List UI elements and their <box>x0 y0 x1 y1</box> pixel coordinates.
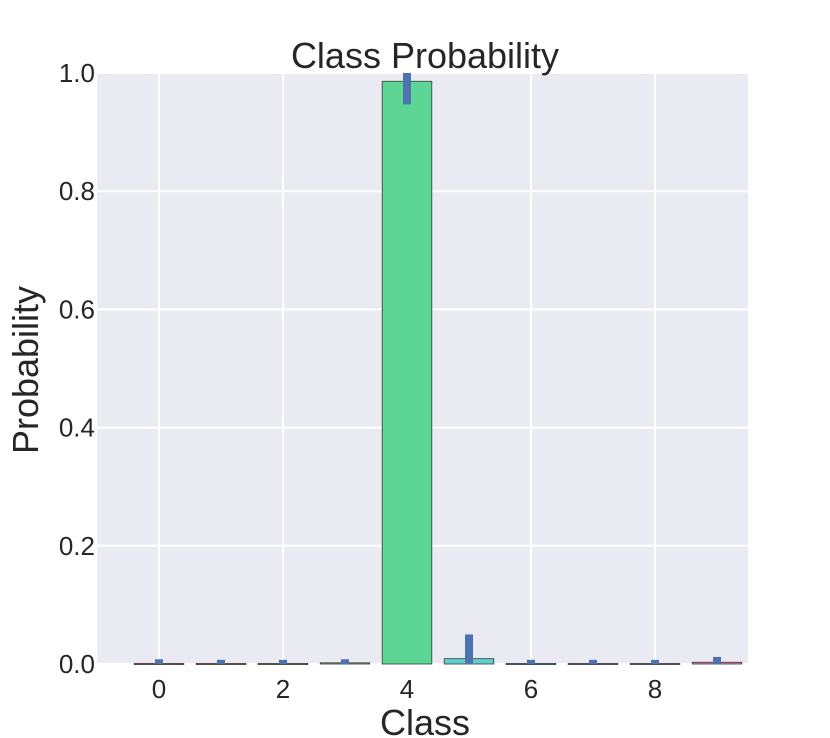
x-tick-labels: 0 2 4 6 8 <box>152 674 662 704</box>
y-tick-labels: 0.0 0.2 0.4 0.6 0.8 1.0 <box>59 58 95 679</box>
bar <box>381 80 433 665</box>
y-tick-label: 0.8 <box>59 176 95 206</box>
chart-title: Class Probability <box>291 35 559 76</box>
x-tick-label: 6 <box>524 674 538 704</box>
error-bars <box>155 73 721 664</box>
error-bar <box>527 659 535 664</box>
error-bar <box>651 659 659 664</box>
y-tick-label: 0.4 <box>59 413 95 443</box>
error-bar <box>279 659 287 664</box>
y-tick-label: 1.0 <box>59 58 95 88</box>
y-axis-label: Probability <box>5 286 46 454</box>
y-tick-label: 0.0 <box>59 649 95 679</box>
x-tick-label: 2 <box>276 674 290 704</box>
error-bar <box>589 659 597 664</box>
y-tick-label: 0.6 <box>59 294 95 324</box>
error-bar <box>341 659 349 664</box>
x-tick-label: 4 <box>400 674 414 704</box>
y-tick-label: 0.2 <box>59 531 95 561</box>
error-bar <box>403 73 411 105</box>
x-axis-label: Class <box>380 702 470 738</box>
error-bar <box>217 659 225 664</box>
x-tick-label: 0 <box>152 674 166 704</box>
error-bar <box>465 634 473 664</box>
x-tick-label: 8 <box>648 674 662 704</box>
error-bar <box>155 659 163 664</box>
error-bar <box>713 656 721 664</box>
